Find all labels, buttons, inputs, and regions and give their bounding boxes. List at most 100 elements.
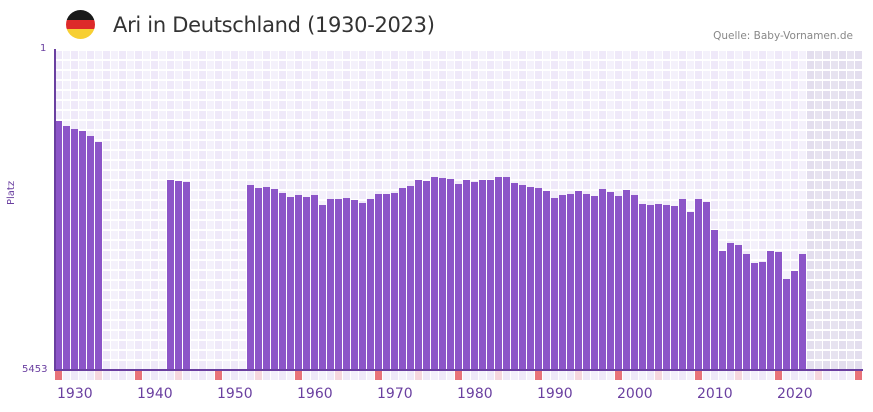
bar-1977[interactable]: [431, 176, 438, 370]
bar-1930[interactable]: [55, 121, 62, 370]
bar-2023[interactable]: [799, 254, 806, 370]
bar-1990[interactable]: [535, 188, 542, 370]
bar-1967[interactable]: [351, 200, 358, 370]
grid-cell: [751, 91, 758, 99]
bar-2011[interactable]: [703, 202, 710, 370]
bar-1934[interactable]: [87, 135, 94, 370]
bar-1999[interactable]: [607, 192, 614, 370]
grid-cell: [215, 111, 222, 119]
bar-1985[interactable]: [495, 176, 502, 370]
bar-1965[interactable]: [335, 199, 342, 370]
bar-1973[interactable]: [399, 188, 406, 370]
bar-1963[interactable]: [319, 205, 326, 370]
bar-1962[interactable]: [311, 195, 318, 370]
bar-1997[interactable]: [591, 196, 598, 370]
bar-2008[interactable]: [679, 199, 686, 370]
grid-cell: [535, 61, 542, 69]
bar-1996[interactable]: [583, 194, 590, 370]
bar-1955[interactable]: [255, 188, 262, 370]
bar-1956[interactable]: [263, 187, 270, 370]
bar-1972[interactable]: [391, 193, 398, 370]
bar-1971[interactable]: [383, 194, 390, 370]
bar-1978[interactable]: [439, 178, 446, 370]
bar-2019[interactable]: [767, 251, 774, 370]
bar-2017[interactable]: [751, 263, 758, 370]
bar-1989[interactable]: [527, 187, 534, 370]
bar-2007[interactable]: [671, 206, 678, 370]
bar-1979[interactable]: [447, 179, 454, 370]
grid-cell: [607, 111, 614, 119]
bar-1984[interactable]: [487, 180, 494, 370]
bar-1954[interactable]: [247, 185, 254, 370]
bar-1945[interactable]: [175, 181, 182, 370]
bar-1974[interactable]: [407, 186, 414, 370]
bar-2005[interactable]: [655, 204, 662, 370]
bar-2021[interactable]: [783, 278, 790, 370]
bar-1935[interactable]: [95, 142, 102, 370]
bar-1993[interactable]: [559, 195, 566, 370]
bar-1991[interactable]: [543, 191, 550, 370]
bar-2010[interactable]: [695, 199, 702, 370]
grid-cell: [799, 71, 806, 79]
bar-2003[interactable]: [639, 204, 646, 370]
bar-1986[interactable]: [503, 176, 510, 370]
bar-1994[interactable]: [567, 194, 574, 370]
bar-1933[interactable]: [79, 131, 86, 370]
grid-cell: [575, 71, 582, 79]
grid-cell: [751, 151, 758, 159]
bar-2004[interactable]: [647, 205, 654, 370]
grid-cell: [719, 171, 726, 179]
grid-cell: [319, 201, 326, 209]
grid-cell: [103, 351, 110, 359]
bar-2002[interactable]: [631, 195, 638, 370]
bar-2001[interactable]: [623, 190, 630, 370]
bar-2016[interactable]: [743, 254, 750, 370]
bar-1964[interactable]: [327, 199, 334, 370]
grid-cell: [127, 161, 134, 169]
year-marker: [79, 371, 86, 380]
bar-1975[interactable]: [415, 180, 422, 370]
bar-1988[interactable]: [519, 185, 526, 370]
bar-2013[interactable]: [719, 251, 726, 370]
bar-1968[interactable]: [359, 203, 366, 370]
bar-1998[interactable]: [599, 189, 606, 370]
bar-1944[interactable]: [167, 180, 174, 370]
grid-cell: [471, 151, 478, 159]
bar-1970[interactable]: [375, 194, 382, 370]
bar-1995[interactable]: [575, 191, 582, 370]
grid-cell: [591, 171, 598, 179]
grid-cell: [791, 71, 798, 79]
bar-1958[interactable]: [279, 193, 286, 370]
bar-1931[interactable]: [63, 126, 70, 370]
bar-1961[interactable]: [303, 197, 310, 370]
grid-cell: [647, 171, 654, 179]
bar-1960[interactable]: [295, 195, 302, 370]
bar-1976[interactable]: [423, 181, 430, 370]
bar-1957[interactable]: [271, 189, 278, 370]
bar-2000[interactable]: [615, 196, 622, 370]
bar-2022[interactable]: [791, 270, 798, 370]
bar-1959[interactable]: [287, 197, 294, 370]
year-marker: [703, 371, 710, 380]
bar-1987[interactable]: [511, 183, 518, 370]
bar-2015[interactable]: [735, 245, 742, 370]
grid-cell: [447, 111, 454, 119]
bar-2012[interactable]: [711, 229, 718, 370]
grid-cell: [303, 131, 310, 139]
bar-1983[interactable]: [479, 180, 486, 370]
bar-1980[interactable]: [455, 184, 462, 370]
bar-2020[interactable]: [775, 252, 782, 370]
bar-2014[interactable]: [727, 243, 734, 370]
bar-2018[interactable]: [759, 262, 766, 370]
bar-1982[interactable]: [471, 182, 478, 370]
bar-2009[interactable]: [687, 212, 694, 370]
bar-1946[interactable]: [183, 182, 190, 370]
bar-1966[interactable]: [343, 198, 350, 370]
bar-1969[interactable]: [367, 199, 374, 370]
grid-cell: [591, 161, 598, 169]
grid-cell: [639, 151, 646, 159]
bar-1992[interactable]: [551, 198, 558, 370]
bar-2006[interactable]: [663, 205, 670, 370]
bar-1932[interactable]: [71, 129, 78, 370]
bar-1981[interactable]: [463, 180, 470, 370]
